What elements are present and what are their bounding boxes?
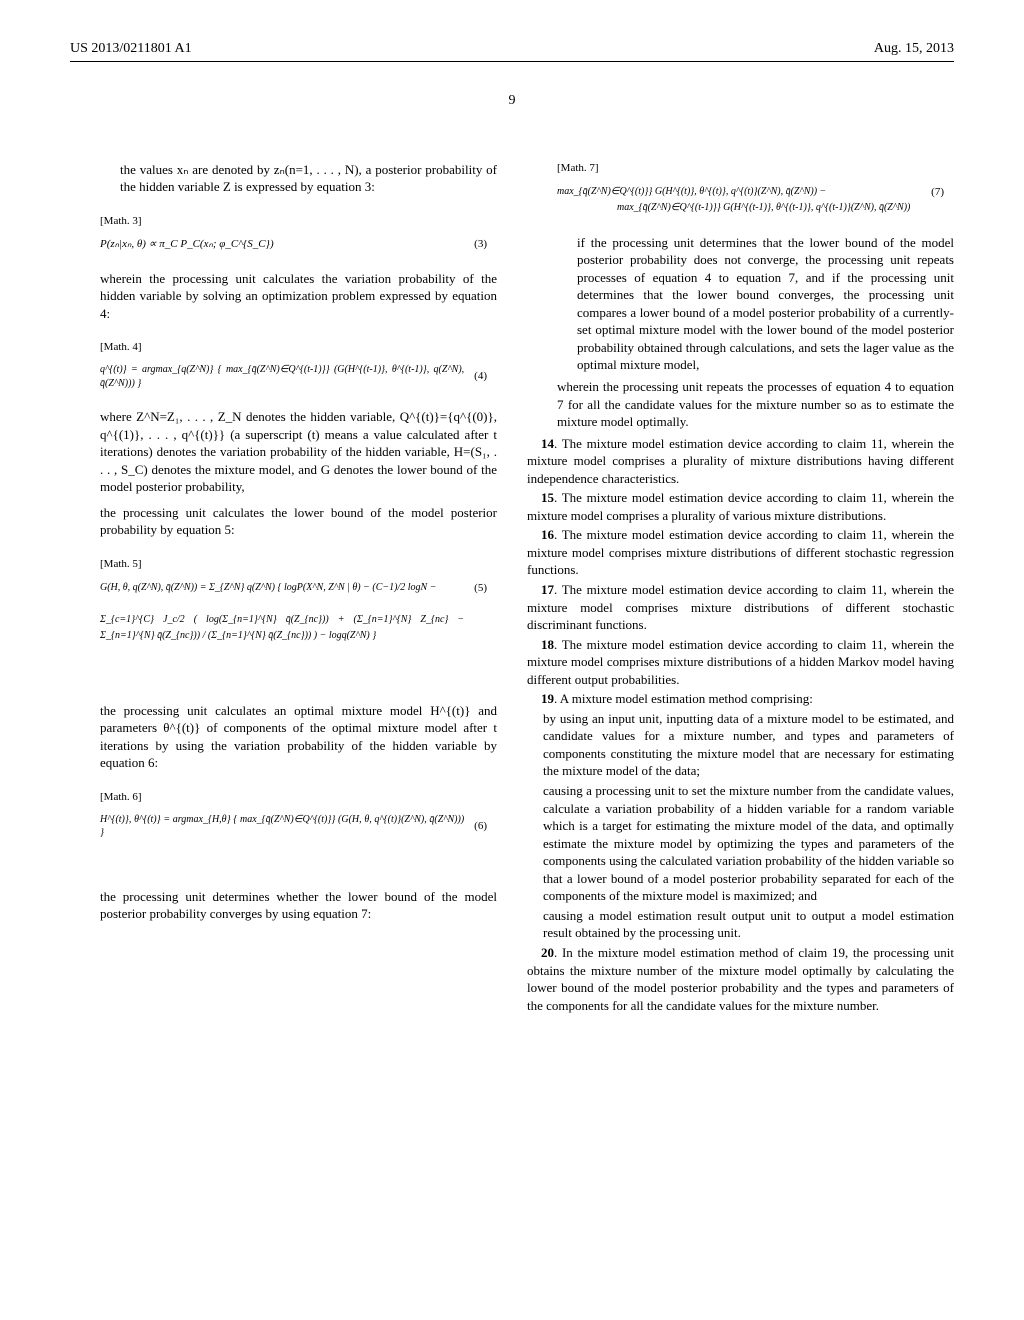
claim-19-sub-b: causing a processing unit to set the mix…	[527, 782, 954, 905]
equation-body: P(zₙ|xₙ, θ) ∝ π_C P_C(xₙ; φ_C^{S_C})	[100, 237, 464, 252]
equation-body: G(H, θ, q(Z^N), q̄(Z^N)) = Σ_{Z^N} q(Z^N…	[100, 580, 464, 644]
math-label-5: [Math. 5]	[70, 557, 497, 572]
equation-7a: max_{q̄(Z^N)∈Q^{(t)}} G(H^{(t)}, θ^{(t)}…	[557, 186, 826, 197]
math-label-7: [Math. 7]	[527, 161, 954, 176]
equation-body: q^{(t)} = argmax_{q(Z^N)} { max_{q̄(Z^N)…	[100, 363, 464, 390]
equation-body: max_{q̄(Z^N)∈Q^{(t)}} G(H^{(t)}, θ^{(t)}…	[557, 184, 921, 216]
claim-14: 14. The mixture model estimation device …	[527, 435, 954, 488]
claim-19: 19. A mixture model estimation method co…	[527, 690, 954, 708]
claim-text: . The mixture model estimation device ac…	[527, 582, 954, 632]
claim-text: . In the mixture model estimation method…	[527, 945, 954, 1013]
claim-number: 14	[541, 436, 554, 451]
equation-5b: Σ_{c=1}^{C} J_c/2 ( log(Σ_{n=1}^{N} q̄(Z…	[100, 614, 464, 641]
right-column: [Math. 7] max_{q̄(Z^N)∈Q^{(t)}} G(H^{(t)…	[527, 161, 954, 1016]
claim-number: 18	[541, 637, 554, 652]
equation-4: q^{(t)} = argmax_{q(Z^N)} { max_{q̄(Z^N)…	[70, 363, 497, 390]
equation-body: H^{(t)}, θ^{(t)} = argmax_{H,θ} { max_{q…	[100, 813, 464, 840]
paragraph: wherein the processing unit repeats the …	[527, 378, 954, 431]
equation-3: P(zₙ|xₙ, θ) ∝ π_C P_C(xₙ; φ_C^{S_C}) (3)	[70, 237, 497, 252]
equation-5a: G(H, θ, q(Z^N), q̄(Z^N)) = Σ_{Z^N} q(Z^N…	[100, 582, 436, 593]
equation-number: (7)	[921, 184, 944, 202]
equation-number: (3)	[464, 237, 487, 252]
paragraph: if the processing unit determines that t…	[527, 234, 954, 374]
claim-text: . The mixture model estimation device ac…	[527, 490, 954, 523]
claim-17: 17. The mixture model estimation device …	[527, 581, 954, 634]
claim-19-sub-a: by using an input unit, inputting data o…	[527, 710, 954, 780]
claim-18: 18. The mixture model estimation device …	[527, 636, 954, 689]
claim-16: 16. The mixture model estimation device …	[527, 526, 954, 579]
left-column: the values xₙ are denoted by zₙ(n=1, . .…	[70, 161, 497, 1016]
claim-19-sub-c: causing a model estimation result output…	[527, 907, 954, 942]
equation-5: G(H, θ, q(Z^N), q̄(Z^N)) = Σ_{Z^N} q(Z^N…	[70, 580, 497, 644]
claim-15: 15. The mixture model estimation device …	[527, 489, 954, 524]
page-header: US 2013/0211801 A1 Aug. 15, 2013	[70, 40, 954, 62]
claim-number: 17	[541, 582, 554, 597]
claim-20: 20. In the mixture model estimation meth…	[527, 944, 954, 1014]
publication-date: Aug. 15, 2013	[874, 40, 954, 59]
math-label-6: [Math. 6]	[70, 790, 497, 805]
math-label-4: [Math. 4]	[70, 340, 497, 355]
paragraph: the values xₙ are denoted by zₙ(n=1, . .…	[70, 161, 497, 196]
equation-7b: max_{q̄(Z^N)∈Q^{(t-1)}} G(H^{(t-1)}, θ^{…	[557, 200, 910, 216]
paragraph: wherein the processing unit calculates t…	[70, 270, 497, 323]
equation-number: (4)	[464, 369, 487, 384]
claim-number: 20	[541, 945, 554, 960]
paragraph: the processing unit calculates an optima…	[70, 702, 497, 772]
paragraph: the processing unit determines whether t…	[70, 888, 497, 923]
equation-6: H^{(t)}, θ^{(t)} = argmax_{H,θ} { max_{q…	[70, 813, 497, 840]
equation-7: max_{q̄(Z^N)∈Q^{(t)}} G(H^{(t)}, θ^{(t)}…	[527, 184, 954, 216]
two-column-layout: the values xₙ are denoted by zₙ(n=1, . .…	[70, 161, 954, 1016]
claim-text: . A mixture model estimation method comp…	[554, 691, 813, 706]
patent-number: US 2013/0211801 A1	[70, 40, 192, 59]
equation-number: (5)	[464, 580, 487, 598]
page-number: 9	[70, 92, 954, 111]
paragraph: where Z^N=Z₁, . . . , Z_N denotes the hi…	[70, 408, 497, 496]
equation-number: (6)	[464, 819, 487, 834]
claim-text: . The mixture model estimation device ac…	[527, 527, 954, 577]
math-label-3: [Math. 3]	[70, 214, 497, 229]
claim-number: 16	[541, 527, 554, 542]
claim-text: . The mixture model estimation device ac…	[527, 637, 954, 687]
claim-number: 19	[541, 691, 554, 706]
claim-text: . The mixture model estimation device ac…	[527, 436, 954, 486]
claim-number: 15	[541, 490, 554, 505]
paragraph: the processing unit calculates the lower…	[70, 504, 497, 539]
